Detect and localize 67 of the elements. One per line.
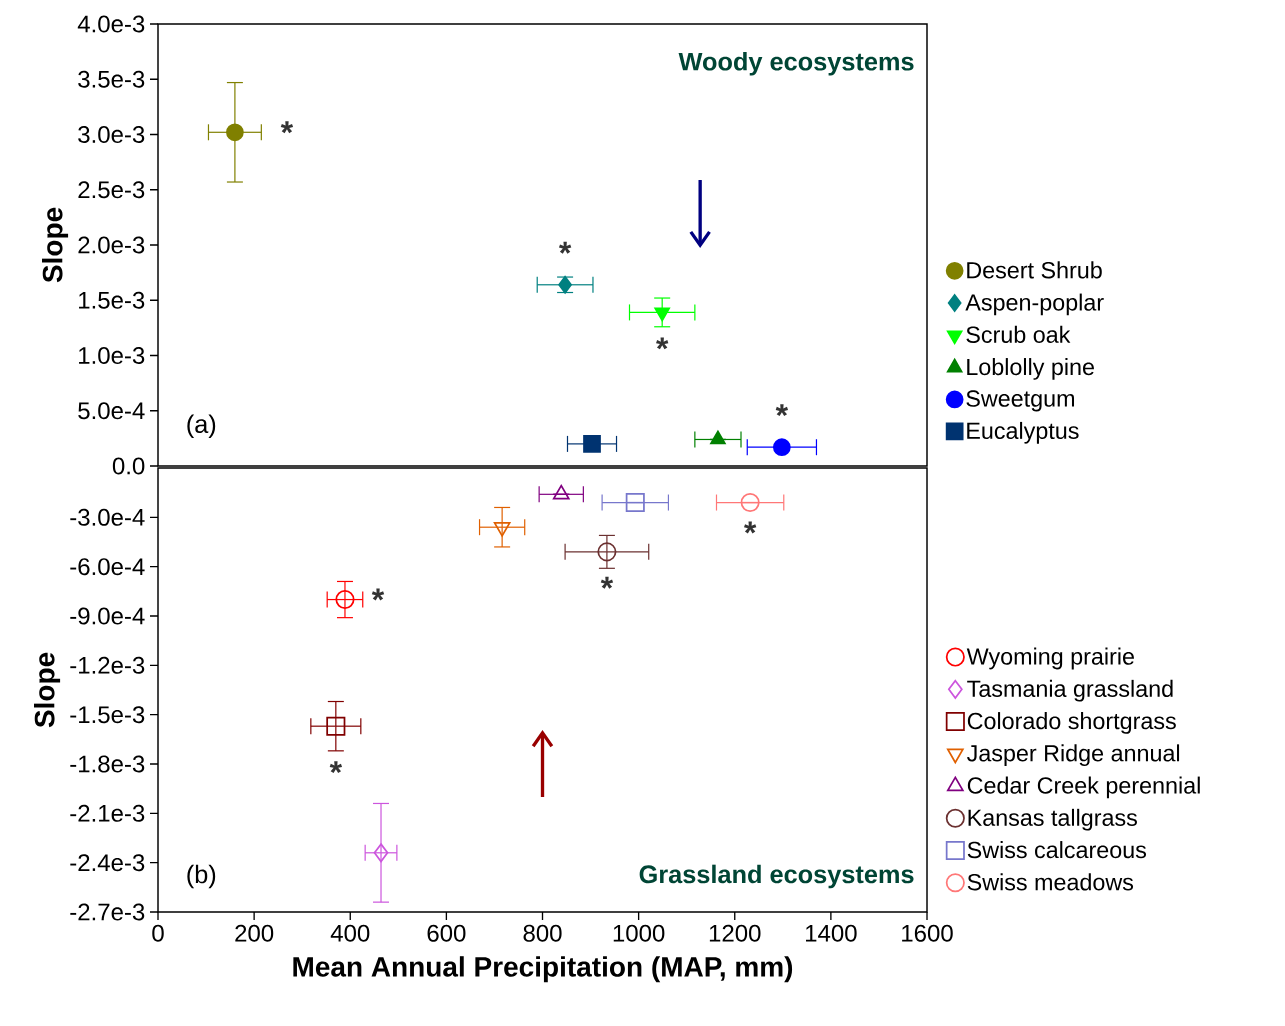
legend-label: Desert Shrub [967, 261, 1102, 279]
x-axis-title: Mean Annual Precipitation (MAP, mm) [293, 956, 793, 983]
annotation: * [743, 521, 757, 534]
y-tick-label: 0.0 [112, 457, 145, 475]
y-tick-label: -6.0e-4 [70, 558, 145, 576]
annotation: Grassland ecosystems [639, 864, 914, 889]
annotation: (a) [187, 414, 216, 439]
point [740, 493, 760, 513]
y-tick-label: -1.2e-3 [70, 656, 145, 674]
x-tick-label: 800 [523, 924, 562, 942]
point [654, 307, 670, 322]
point [597, 542, 617, 562]
annotation: * [600, 576, 614, 589]
annotation: * [558, 241, 572, 254]
x-tick-label: 1400 [806, 924, 857, 942]
legend-label: Wyoming prairie [966, 647, 1134, 670]
legend-label: Tasmania grassland [967, 679, 1173, 702]
x-tick-label: 400 [330, 924, 370, 942]
y-tick-label: 2.0e-3 [78, 236, 145, 254]
point [335, 590, 355, 610]
y-axis-title: Slope [34, 652, 61, 728]
y-tick-label: 3.5e-3 [78, 70, 145, 88]
point [226, 123, 244, 142]
x-tick-label: 1600 [902, 924, 953, 942]
y-tick-label: -2.1e-3 [70, 804, 145, 822]
legend-label: Jasper Ridge annual [967, 744, 1180, 767]
y-tick-label: 1.0e-3 [79, 346, 145, 364]
legend-label: Scrub oak [966, 325, 1071, 343]
x-tick-label: 1000 [613, 924, 665, 942]
y-tick-label: 4.0e-3 [77, 15, 145, 33]
legend-label: Colorado shortgrass [967, 712, 1176, 734]
annotation: * [656, 337, 669, 350]
legend-label: Loblolly pine [967, 358, 1094, 380]
y-axis-title: Slope [41, 207, 69, 283]
legend-label: Aspen-poplar [965, 293, 1104, 316]
y-tick-label: 2.5e-3 [78, 181, 145, 199]
point [493, 522, 511, 537]
y-tick-label: -2.7e-3 [70, 903, 145, 921]
legend-label: Eucalyptus [967, 421, 1079, 444]
legend-label: Kansas tallgrass [968, 808, 1137, 831]
legend-label: Sweetgum [966, 390, 1075, 412]
y-tick-label: -2.4e-3 [70, 854, 145, 872]
y-tick-label: 5.0e-4 [78, 402, 145, 420]
y-tick-label: 1.5e-3 [79, 291, 145, 309]
point [326, 716, 346, 736]
x-tick-label: 200 [235, 924, 274, 942]
annotation: Woody ecosystems [678, 51, 914, 76]
point [772, 438, 791, 457]
y-tick-label: -3.0e-4 [70, 508, 145, 526]
x-tick-label: 600 [427, 924, 466, 942]
point [625, 493, 645, 513]
point [373, 843, 389, 863]
y-tick-label: -1.8e-3 [70, 755, 145, 773]
annotation: (b) [187, 864, 216, 889]
y-tick-label: -9.0e-4 [70, 607, 145, 625]
annotation: * [329, 761, 343, 774]
legend-label: Cedar Creek perennial [967, 776, 1200, 799]
annotation: * [280, 121, 294, 134]
annotation: * [371, 588, 385, 601]
y-tick-label: -1.5e-3 [70, 706, 145, 724]
legend-label: Swiss meadows [967, 873, 1134, 891]
point [583, 435, 601, 453]
legend-label: Swiss calcareous [967, 841, 1147, 859]
y-tick-label: 3.0e-3 [78, 125, 145, 143]
x-tick-label: 1200 [709, 924, 761, 942]
annotation: * [775, 404, 789, 417]
x-tick-label: 0 [152, 924, 164, 942]
